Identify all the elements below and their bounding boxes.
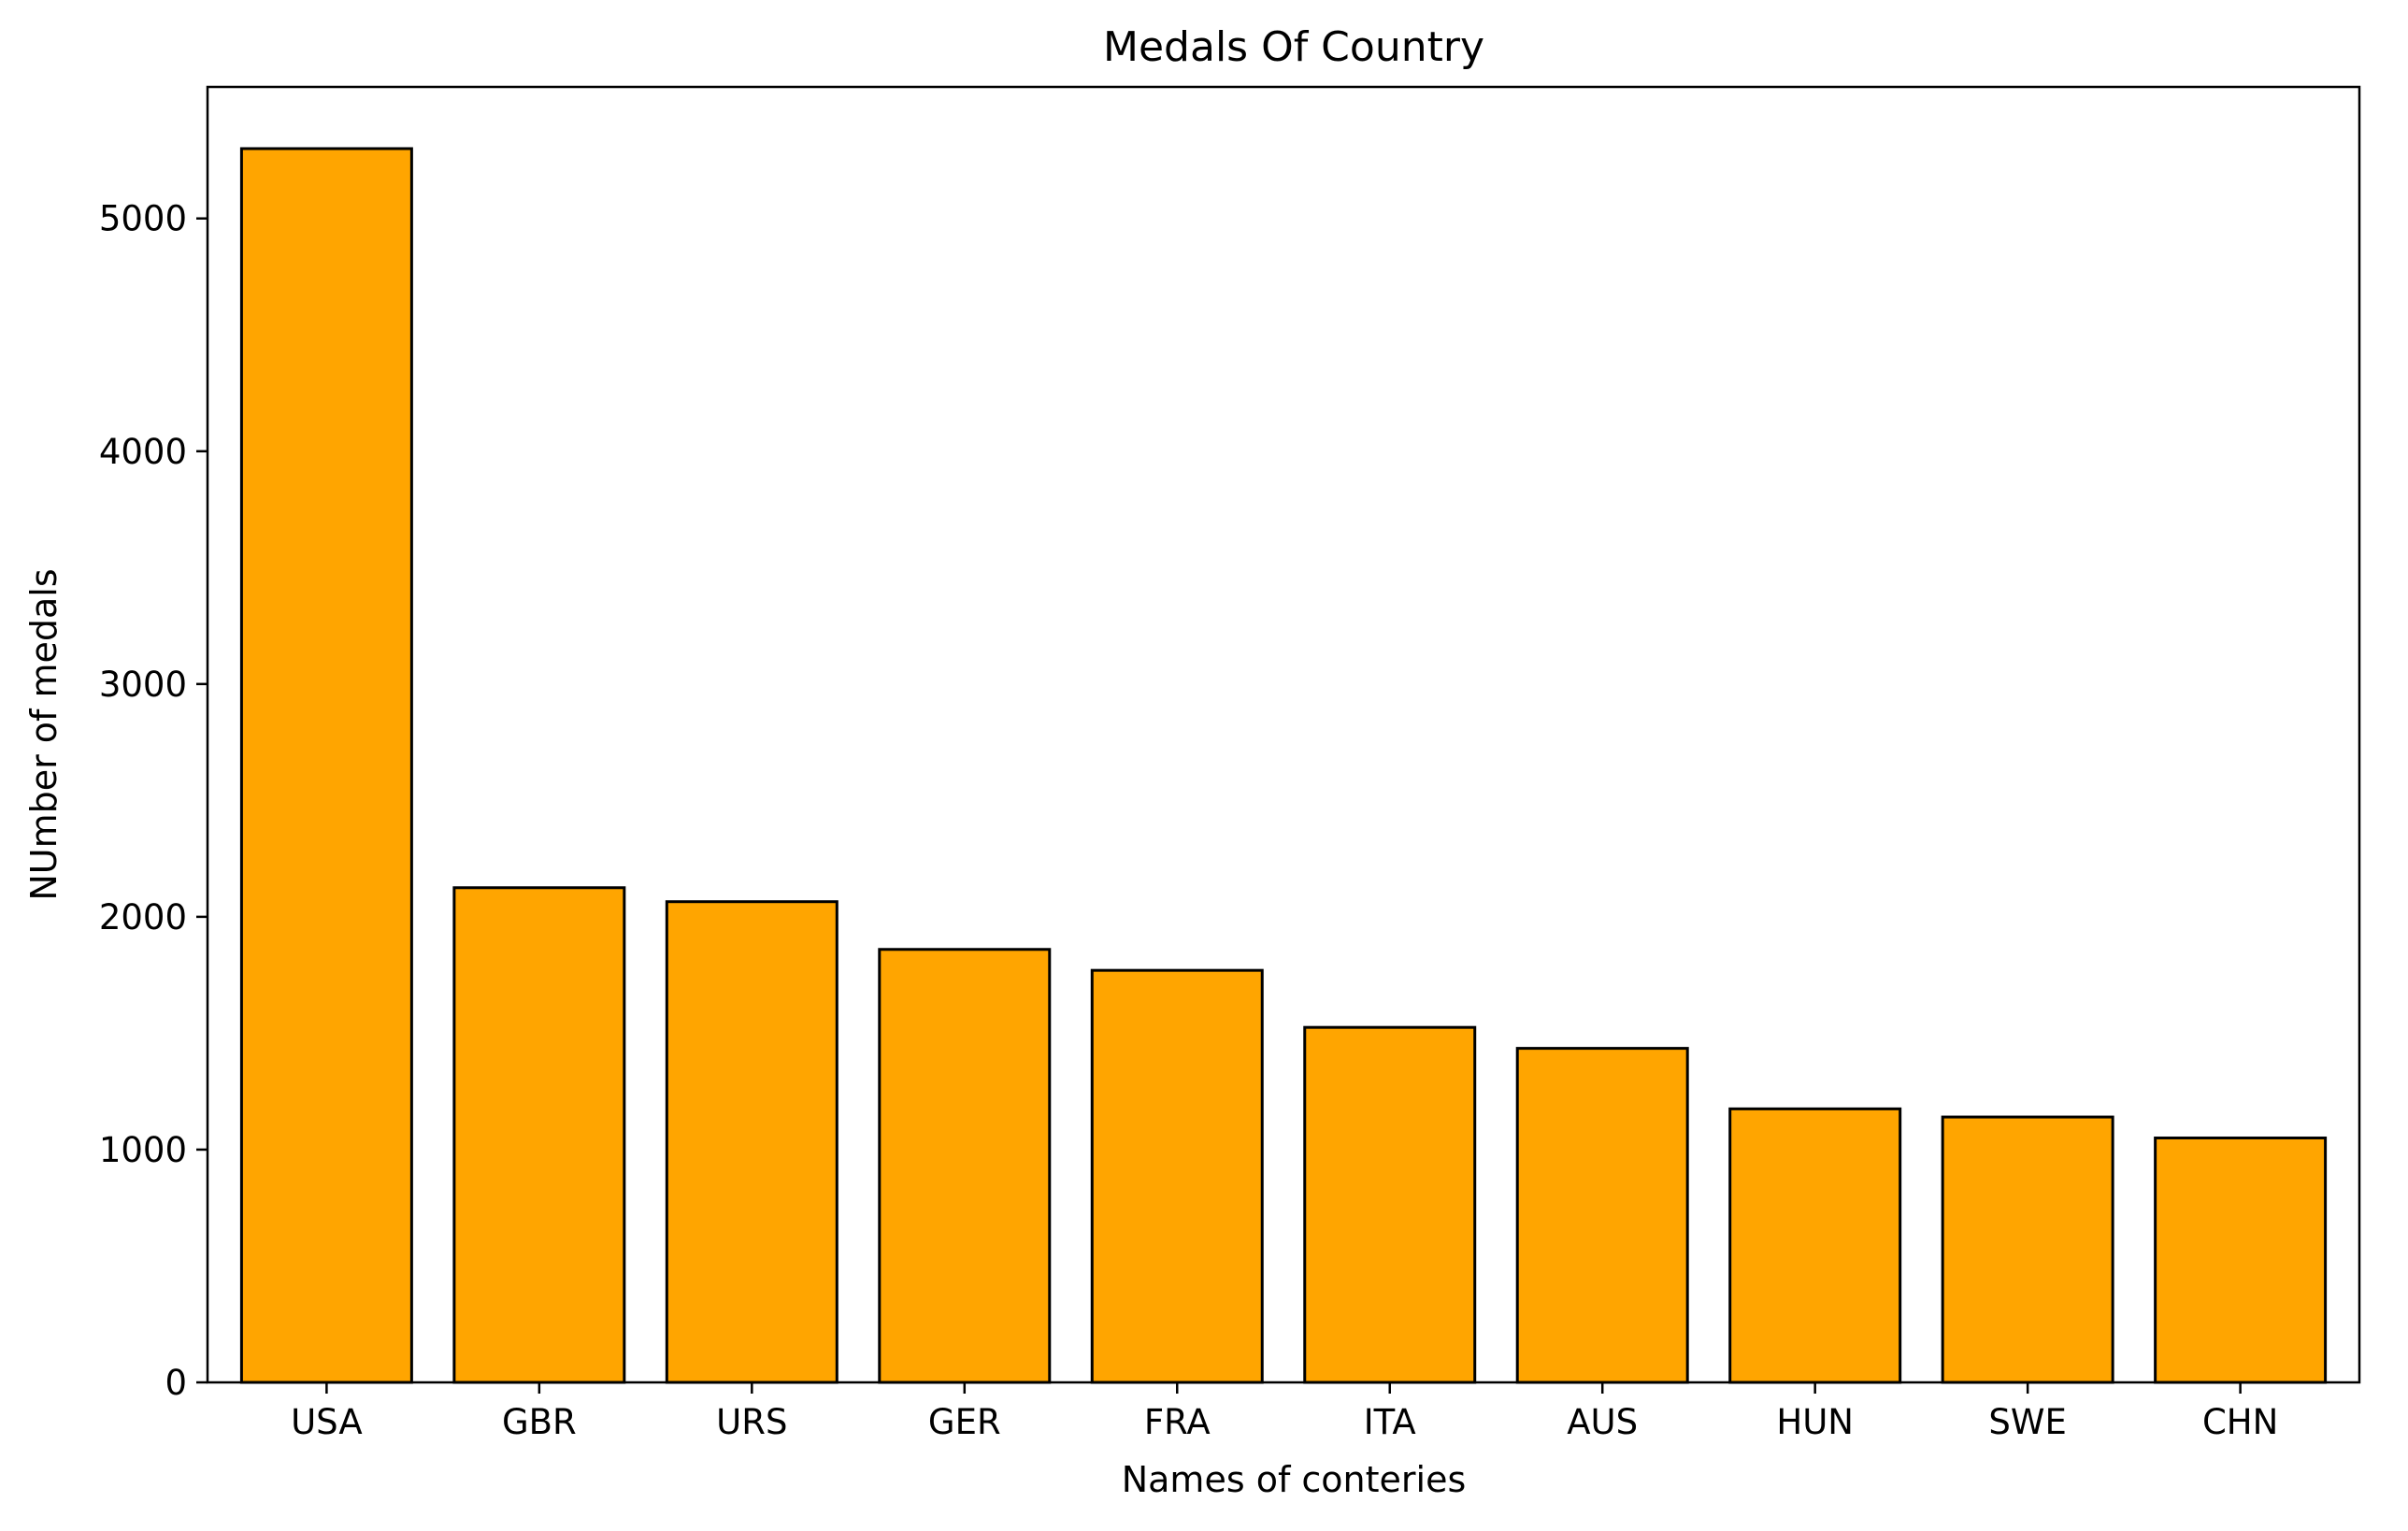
bar-hun bbox=[1728, 1107, 1902, 1384]
plot-area-frame bbox=[206, 85, 2361, 1384]
x-tick-label: CHN bbox=[2202, 1402, 2278, 1442]
x-tick-label: URS bbox=[716, 1402, 787, 1442]
x-tick-label: GER bbox=[928, 1402, 1001, 1442]
y-tick-label: 0 bbox=[165, 1363, 187, 1403]
bar-ger bbox=[878, 948, 1052, 1384]
x-tick-label: FRA bbox=[1144, 1402, 1211, 1442]
y-tick-label: 4000 bbox=[99, 432, 187, 472]
x-tick-label: AUS bbox=[1567, 1402, 1638, 1442]
bars bbox=[239, 147, 2328, 1384]
x-tick-label: GBR bbox=[502, 1402, 577, 1442]
bar-swe bbox=[1941, 1115, 2114, 1384]
bar-fra bbox=[1090, 968, 1264, 1384]
y-axis-ticks: 0 1000 2000 3000 4000 5000 bbox=[99, 199, 208, 1403]
bar-chn bbox=[2154, 1136, 2328, 1384]
x-axis-label: Names of conteries bbox=[1122, 1459, 1467, 1500]
y-axis-label: NUmber of medals bbox=[23, 568, 64, 900]
y-tick-label: 3000 bbox=[99, 665, 187, 705]
x-tick-label: USA bbox=[291, 1402, 363, 1442]
x-tick-label: HUN bbox=[1776, 1402, 1854, 1442]
bar-urs bbox=[665, 900, 838, 1384]
bar-ita bbox=[1303, 1025, 1477, 1384]
bar-usa bbox=[239, 147, 413, 1384]
x-tick-label: ITA bbox=[1364, 1402, 1416, 1442]
x-tick-label: SWE bbox=[1988, 1402, 2066, 1442]
bar-aus bbox=[1515, 1047, 1689, 1384]
chart-title: Medals Of Country bbox=[1103, 23, 1484, 71]
y-tick-label: 2000 bbox=[99, 897, 187, 937]
bar-gbr bbox=[452, 886, 626, 1384]
y-tick-label: 1000 bbox=[99, 1130, 187, 1170]
y-tick-label: 5000 bbox=[99, 199, 187, 239]
x-axis-ticks: USA GBR URS GER FRA ITA AUS HUN SWE CHN bbox=[291, 1382, 2278, 1442]
